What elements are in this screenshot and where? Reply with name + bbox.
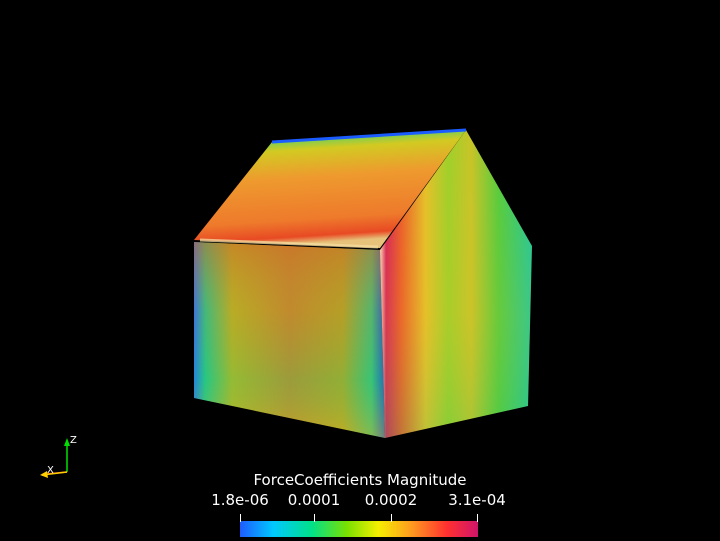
- house-model[interactable]: [194, 128, 532, 438]
- house-front-wall-shading: [194, 242, 385, 438]
- colorbar-tick-label-min: 1.8e-06: [211, 491, 269, 509]
- colorbar-tick-label-2: 0.0002: [364, 491, 418, 509]
- colorbar-tick-label-1: 0.0001: [287, 491, 341, 509]
- colorbar-tick-mark: [391, 514, 392, 522]
- colorbar-tick-label-max: 3.1e-04: [448, 491, 506, 509]
- colorbar-tick-mark: [314, 514, 315, 522]
- roof-edge-highlight: [199, 238, 379, 249]
- colorbar-tick-mark: [240, 514, 241, 522]
- colorbar-title: ForceCoefficients Magnitude: [253, 471, 467, 489]
- y-axis-arrowhead: [40, 471, 48, 478]
- colorbar-gradient: [240, 521, 478, 537]
- house-roof: [194, 130, 466, 248]
- z-axis-label: Z: [70, 435, 77, 446]
- house-side-wall-shading: [380, 130, 532, 438]
- orientation-axes: Z X: [40, 435, 77, 478]
- colorbar-tick-mark: [477, 514, 478, 522]
- ridge-edge: [271, 128, 467, 144]
- z-axis-arrowhead: [64, 438, 70, 446]
- x-axis-label: X: [47, 465, 54, 476]
